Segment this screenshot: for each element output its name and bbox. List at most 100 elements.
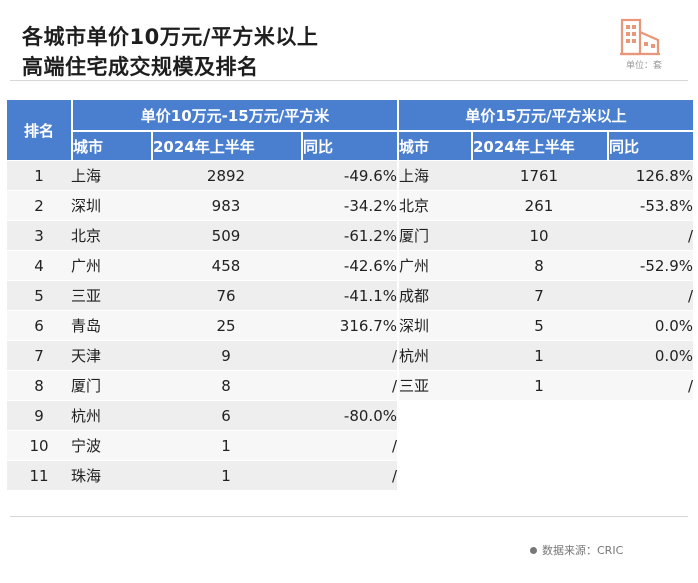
title-divider	[10, 80, 688, 81]
table-row: 4 广州 458 -42.6% 广州 8 -52.9%	[7, 250, 693, 280]
city-cell: 青岛	[71, 310, 151, 340]
city-cell: 广州	[397, 250, 471, 280]
yoy-cell: /	[607, 280, 693, 310]
yoy-cell: -52.9%	[607, 250, 693, 280]
rank-cell: 9	[7, 400, 71, 430]
volume-cell: 509	[151, 220, 301, 250]
volume-cell: 1	[471, 340, 607, 370]
table-row: 5 三亚 76 -41.1% 成都 7 /	[7, 280, 693, 310]
volume-cell: 76	[151, 280, 301, 310]
city-cell: 广州	[71, 250, 151, 280]
city-cell: 杭州	[71, 400, 151, 430]
rank-cell: 3	[7, 220, 71, 250]
city-cell: 成都	[397, 280, 471, 310]
ranking-table: 排名 单价10万元-15万元/平方米 单价15万元/平方米以上 城市 2024年…	[7, 100, 693, 490]
yoy-cell: /	[301, 460, 397, 490]
yoy-cell: -49.6%	[301, 160, 397, 190]
source-text: 数据来源：CRIC	[542, 544, 624, 557]
city-cell: 珠海	[71, 460, 151, 490]
volume-cell: 458	[151, 250, 301, 280]
city-cell: 天津	[71, 340, 151, 370]
table-row: 9 杭州 6 -80.0%	[7, 400, 693, 430]
rank-cell: 5	[7, 280, 71, 310]
volume-cell: 7	[471, 280, 607, 310]
city-cell: 厦门	[71, 370, 151, 400]
yoy-cell: 0.0%	[607, 340, 693, 370]
empty-cell	[397, 460, 693, 490]
yoy-cell: 0.0%	[607, 310, 693, 340]
city-cell: 北京	[71, 220, 151, 250]
rank-header: 排名	[7, 100, 71, 160]
yoy-cell: -34.2%	[301, 190, 397, 220]
source-note: 数据来源：CRIC	[530, 542, 623, 558]
title-line-2: 高端住宅成交规模及排名	[22, 55, 259, 79]
table-row: 6 青岛 25 316.7% 深圳 5 0.0%	[7, 310, 693, 340]
page-title: 各城市单价10万元/平方米以上 高端住宅成交规模及排名	[22, 22, 318, 82]
yoy-cell: 126.8%	[607, 160, 693, 190]
rank-cell: 2	[7, 190, 71, 220]
city-cell: 厦门	[397, 220, 471, 250]
volume-cell: 8	[151, 370, 301, 400]
group-a-city-header: 城市	[71, 130, 151, 160]
yoy-cell: -80.0%	[301, 400, 397, 430]
group-b-city-header: 城市	[397, 130, 471, 160]
volume-cell: 5	[471, 310, 607, 340]
rank-cell: 8	[7, 370, 71, 400]
rank-cell: 7	[7, 340, 71, 370]
volume-cell: 25	[151, 310, 301, 340]
city-cell: 宁波	[71, 430, 151, 460]
title-line-1: 各城市单价10万元/平方米以上	[22, 25, 319, 49]
yoy-cell: 316.7%	[301, 310, 397, 340]
volume-cell: 1	[151, 430, 301, 460]
yoy-cell: -61.2%	[301, 220, 397, 250]
yoy-cell: /	[301, 430, 397, 460]
city-cell: 上海	[71, 160, 151, 190]
yoy-cell: /	[301, 340, 397, 370]
rank-cell: 11	[7, 460, 71, 490]
yoy-cell: /	[607, 370, 693, 400]
rank-cell: 1	[7, 160, 71, 190]
volume-cell: 10	[471, 220, 607, 250]
group-b-title: 单价15万元/平方米以上	[397, 100, 693, 130]
table-row: 8 厦门 8 / 三亚 1 /	[7, 370, 693, 400]
table-row: 3 北京 509 -61.2% 厦门 10 /	[7, 220, 693, 250]
city-cell: 杭州	[397, 340, 471, 370]
rank-cell: 10	[7, 430, 71, 460]
yoy-cell: -42.6%	[301, 250, 397, 280]
building-icon	[620, 18, 660, 56]
group-a-yoy-header: 同比	[301, 130, 397, 160]
empty-cell	[397, 400, 693, 430]
group-b-yoy-header: 同比	[607, 130, 693, 160]
yoy-cell: /	[301, 370, 397, 400]
city-cell: 北京	[397, 190, 471, 220]
group-b-volume-header: 2024年上半年	[471, 130, 607, 160]
table-row: 7 天津 9 / 杭州 1 0.0%	[7, 340, 693, 370]
volume-cell: 983	[151, 190, 301, 220]
rank-cell: 4	[7, 250, 71, 280]
city-cell: 三亚	[71, 280, 151, 310]
yoy-cell: -41.1%	[301, 280, 397, 310]
city-cell: 深圳	[397, 310, 471, 340]
group-a-volume-header: 2024年上半年	[151, 130, 301, 160]
volume-cell: 9	[151, 340, 301, 370]
table-row: 2 深圳 983 -34.2% 北京 261 -53.8%	[7, 190, 693, 220]
empty-cell	[397, 430, 693, 460]
city-cell: 三亚	[397, 370, 471, 400]
volume-cell: 8	[471, 250, 607, 280]
yoy-cell: /	[607, 220, 693, 250]
table-row: 11 珠海 1 /	[7, 460, 693, 490]
footer-divider	[10, 516, 688, 517]
volume-cell: 2892	[151, 160, 301, 190]
table-row: 10 宁波 1 /	[7, 430, 693, 460]
city-cell: 深圳	[71, 190, 151, 220]
city-cell: 上海	[397, 160, 471, 190]
volume-cell: 1	[471, 370, 607, 400]
volume-cell: 1761	[471, 160, 607, 190]
volume-cell: 6	[151, 400, 301, 430]
unit-label: 单位：套	[626, 61, 663, 71]
rank-cell: 6	[7, 310, 71, 340]
volume-cell: 261	[471, 190, 607, 220]
table-row: 1 上海 2892 -49.6% 上海 1761 126.8%	[7, 160, 693, 190]
bullet-icon	[530, 546, 537, 554]
group-a-title: 单价10万元-15万元/平方米	[71, 100, 397, 130]
